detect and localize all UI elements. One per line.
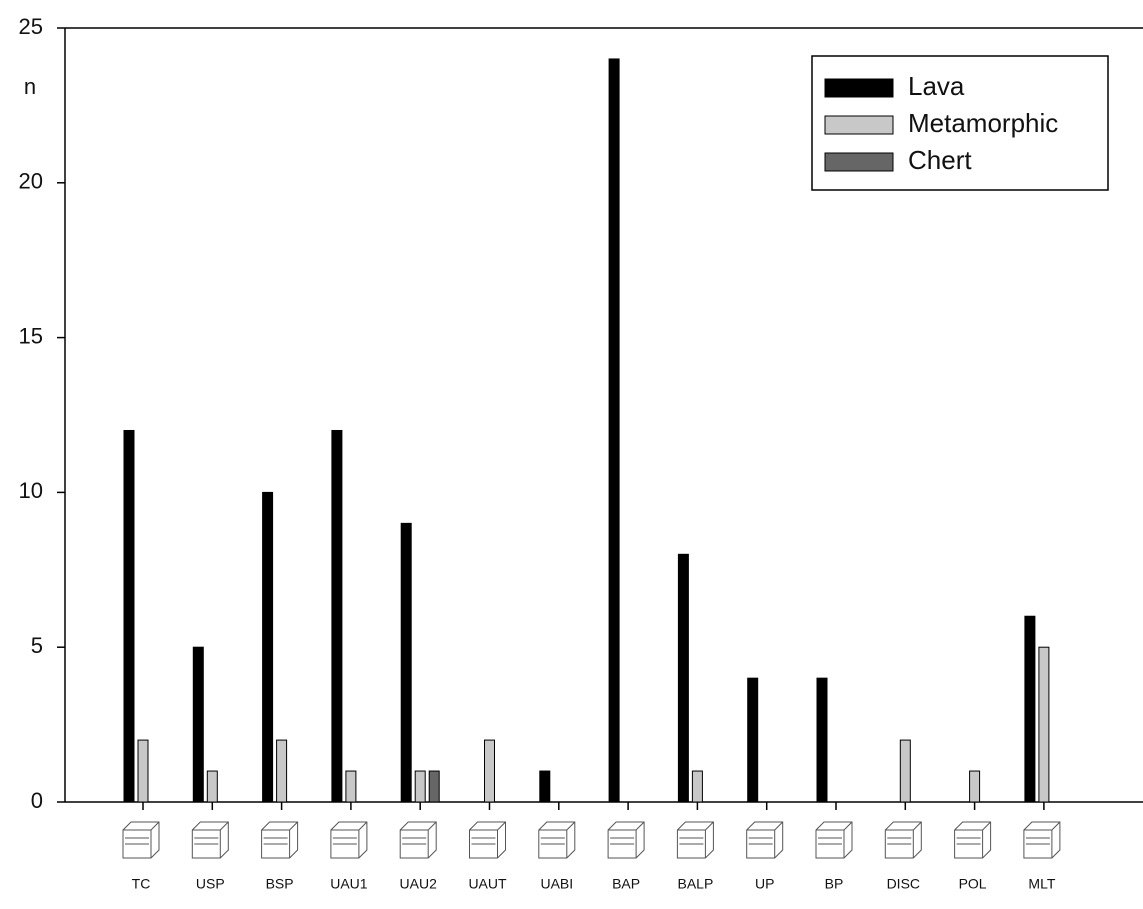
legend-label: Metamorphic [908, 108, 1058, 138]
icon-layer [1026, 838, 1050, 844]
bar [277, 740, 287, 802]
icon-outline [885, 822, 921, 858]
x-tick-label: TC [132, 876, 151, 892]
legend-swatch [825, 116, 893, 134]
bar [748, 678, 758, 802]
x-tick-label: MLT [1028, 876, 1055, 892]
legend-label: Lava [908, 71, 965, 101]
bar [609, 59, 619, 802]
y-axis-label: n [24, 74, 36, 99]
category-icon [400, 822, 436, 858]
category-icon [677, 822, 713, 858]
y-tick-label: 25 [19, 14, 43, 39]
x-tick-label: UAU2 [400, 876, 438, 892]
icon-outline [747, 822, 783, 858]
icon-outline [539, 822, 575, 858]
bar [346, 771, 356, 802]
icon-outline [608, 822, 644, 858]
category-icon [123, 822, 159, 858]
x-tick-label: BSP [266, 876, 294, 892]
icon-layer [333, 838, 357, 844]
bar [429, 771, 439, 802]
icon-layer [887, 838, 911, 844]
icon-outline [955, 822, 991, 858]
bar [678, 554, 688, 802]
bar [970, 771, 980, 802]
bar [193, 647, 203, 802]
icon-layer [957, 838, 981, 844]
icon-layer [264, 838, 288, 844]
bar [138, 740, 148, 802]
category-icon [192, 822, 228, 858]
y-tick-label: 20 [19, 169, 43, 194]
y-tick-label: 15 [19, 323, 43, 348]
icon-layer [679, 838, 703, 844]
category-icon [539, 822, 575, 858]
bar [415, 771, 425, 802]
category-icon [331, 822, 367, 858]
bar [124, 430, 134, 802]
bar [332, 430, 342, 802]
icon-layer [472, 838, 496, 844]
x-tick-label: USP [196, 876, 225, 892]
icon-layer [541, 838, 565, 844]
icon-layer [402, 838, 426, 844]
icon-layer [194, 838, 218, 844]
icon-layer [818, 838, 842, 844]
x-tick-label: UAUT [468, 876, 507, 892]
bar [401, 523, 411, 802]
bar [1039, 647, 1049, 802]
icon-outline [192, 822, 228, 858]
category-icon [470, 822, 506, 858]
icon-outline [470, 822, 506, 858]
icon-outline [1024, 822, 1060, 858]
bar [485, 740, 495, 802]
category-icon [816, 822, 852, 858]
y-tick-label: 0 [31, 788, 43, 813]
x-tick-label: BALP [677, 876, 713, 892]
legend-swatch [825, 153, 893, 171]
icon-layer [749, 838, 773, 844]
x-tick-label: BAP [612, 876, 640, 892]
x-tick-label: BP [825, 876, 844, 892]
category-icon [885, 822, 921, 858]
chart: n 0 5 10 15 20 25 TC USP BSP UAU1 UAU2 UAUT UABI BAP B… [0, 0, 1143, 909]
bar [817, 678, 827, 802]
y-tick-label: 5 [31, 633, 43, 658]
category-icon [1024, 822, 1060, 858]
bar [1025, 616, 1035, 802]
x-tick-label: UAU1 [330, 876, 368, 892]
category-icon [262, 822, 298, 858]
x-tick-label: DISC [887, 876, 920, 892]
legend-label: Chert [908, 145, 972, 175]
bar [263, 492, 273, 802]
y-tick-label: 10 [19, 478, 43, 503]
icon-outline [816, 822, 852, 858]
x-tick-label: UABI [540, 876, 573, 892]
bar [540, 771, 550, 802]
icon-outline [262, 822, 298, 858]
category-icon [608, 822, 644, 858]
icon-outline [123, 822, 159, 858]
category-icon [955, 822, 991, 858]
bar [900, 740, 910, 802]
icon-outline [400, 822, 436, 858]
category-icon [747, 822, 783, 858]
legend-swatch [825, 79, 893, 97]
icon-layer [125, 838, 149, 844]
icon-outline [331, 822, 367, 858]
icon-layer [610, 838, 634, 844]
bar [207, 771, 217, 802]
bar [692, 771, 702, 802]
icon-outline [677, 822, 713, 858]
x-tick-label: POL [959, 876, 987, 892]
x-tick-label: UP [755, 876, 774, 892]
